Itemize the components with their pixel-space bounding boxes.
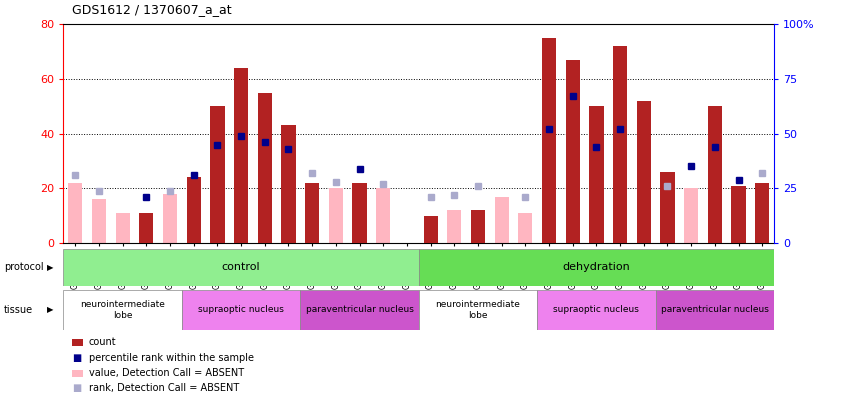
Bar (140, 213, 153, 243)
Text: tissue: tissue (4, 305, 33, 315)
Text: neurointermediate
lobe: neurointermediate lobe (436, 300, 520, 320)
Bar (182, 290, 300, 330)
Text: control: control (222, 262, 261, 272)
Text: rank, Detection Call = ABSENT: rank, Detection Call = ABSENT (89, 384, 239, 393)
Bar (537, 290, 656, 330)
Bar (661, 172, 674, 243)
Text: ▶: ▶ (47, 305, 53, 314)
Bar (63, 249, 419, 286)
Bar (63, 290, 182, 330)
Text: ■: ■ (73, 384, 81, 393)
Bar (419, 290, 537, 330)
Bar (300, 290, 419, 330)
Bar (353, 183, 366, 243)
Bar (282, 126, 295, 243)
Bar (424, 215, 437, 243)
Bar (613, 46, 627, 243)
Bar (92, 199, 106, 243)
Bar (637, 101, 651, 243)
Bar (187, 177, 201, 243)
Bar (448, 210, 461, 243)
Bar (566, 60, 580, 243)
Bar (495, 196, 508, 243)
Text: paraventricular nucleus: paraventricular nucleus (661, 305, 769, 314)
Bar (69, 183, 82, 243)
Bar (116, 213, 129, 243)
Text: value, Detection Call = ABSENT: value, Detection Call = ABSENT (89, 368, 244, 378)
Bar (258, 93, 272, 243)
Bar (755, 183, 769, 243)
Bar (305, 183, 319, 243)
Bar (163, 194, 177, 243)
Bar (708, 107, 722, 243)
Bar (519, 213, 532, 243)
Bar (471, 210, 485, 243)
Text: neurointermediate
lobe: neurointermediate lobe (80, 300, 165, 320)
Bar (419, 249, 774, 286)
Text: ▶: ▶ (47, 263, 53, 272)
Bar (234, 68, 248, 243)
Text: supraoptic nucleus: supraoptic nucleus (198, 305, 284, 314)
Bar (684, 188, 698, 243)
Text: dehydration: dehydration (563, 262, 630, 272)
Text: paraventricular nucleus: paraventricular nucleus (305, 305, 414, 314)
Bar (542, 38, 556, 243)
Text: percentile rank within the sample: percentile rank within the sample (89, 353, 254, 362)
Bar (211, 107, 224, 243)
Bar (376, 188, 390, 243)
Bar (732, 185, 745, 243)
Text: GDS1612 / 1370607_a_at: GDS1612 / 1370607_a_at (72, 3, 232, 16)
Text: ■: ■ (73, 353, 81, 362)
Text: count: count (89, 337, 117, 347)
Bar (656, 290, 774, 330)
Text: protocol: protocol (4, 262, 44, 272)
Bar (329, 188, 343, 243)
Bar (590, 107, 603, 243)
Text: supraoptic nucleus: supraoptic nucleus (553, 305, 640, 314)
